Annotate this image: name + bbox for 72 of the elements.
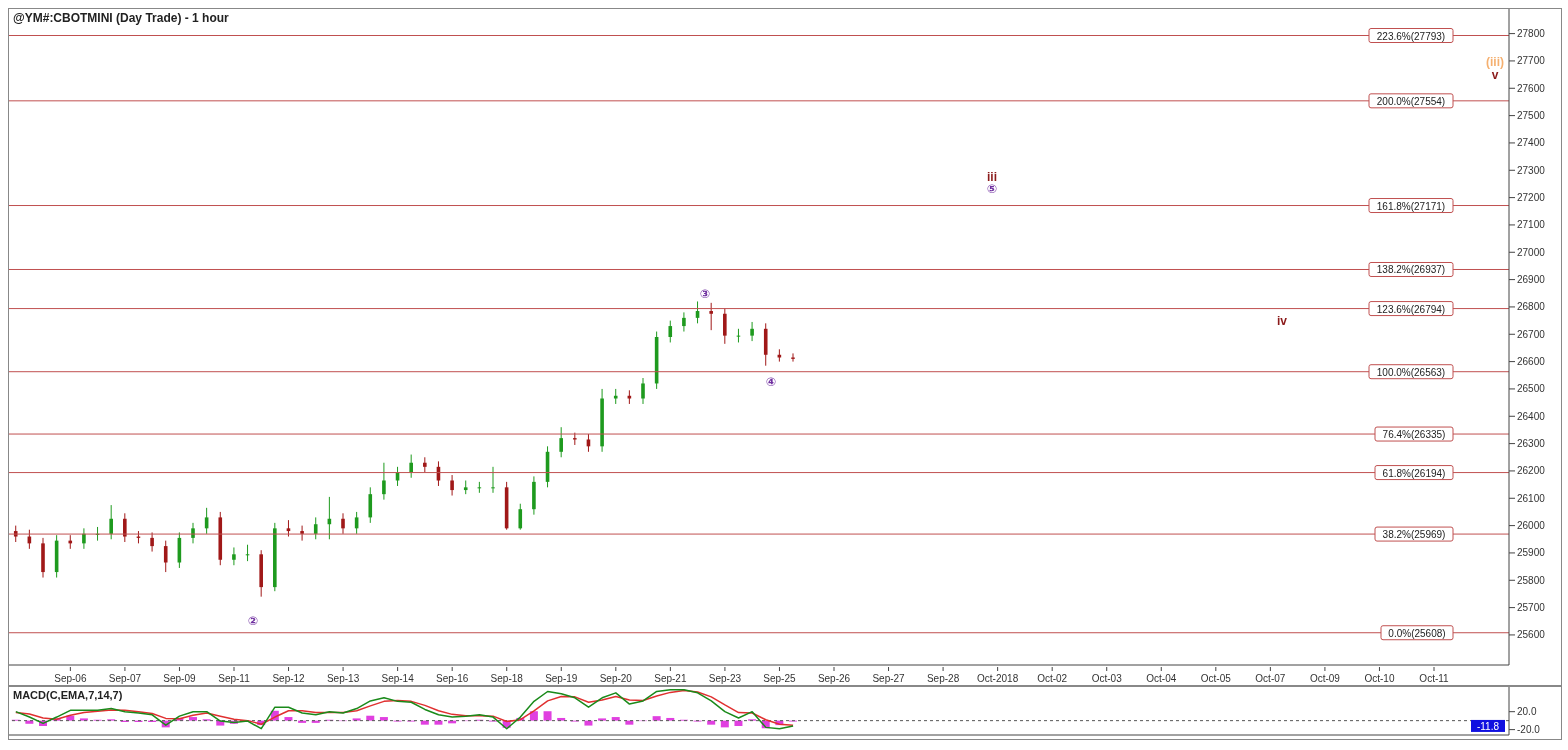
y-tick-label: 27600 (1517, 82, 1546, 94)
y-tick-label: 25900 (1517, 547, 1546, 559)
x-tick-label: Sep-23 (708, 673, 742, 684)
ref-line-label: 0.0%(25608) (1388, 627, 1446, 639)
x-tick-label: Sep-09 (163, 673, 197, 684)
x-tick-label: Sep-25 (763, 673, 797, 684)
annotation: v (1491, 68, 1499, 82)
x-tick-label: Sep-21 (654, 673, 687, 684)
annotation: iii (986, 170, 998, 184)
y-tick-label: 26400 (1517, 410, 1546, 422)
y-tick-label: 26800 (1517, 301, 1546, 313)
ref-line-label: 38.2%(25969) (1382, 529, 1446, 541)
x-tick-label: Sep-28 (926, 673, 960, 684)
annotation: (iii) (1486, 55, 1504, 69)
x-tick-label: Sep-19 (545, 673, 578, 684)
ref-line-label: 100.0%(26563) (1376, 366, 1446, 378)
ref-line-label: 223.6%(27793) (1376, 30, 1446, 42)
ref-line-label: 76.4%(26335) (1382, 429, 1446, 441)
x-tick-label: Oct-05 (1200, 673, 1232, 684)
y-tick-label: 27700 (1517, 55, 1546, 67)
x-tick-label: Sep-06 (54, 673, 87, 684)
y-tick-label: 26300 (1517, 438, 1546, 450)
x-tick-label: Oct-11 (1419, 673, 1450, 684)
annotation: ④ (765, 375, 777, 389)
y-tick-label: 26100 (1517, 492, 1546, 504)
x-tick-label: Oct-02 (1037, 673, 1068, 684)
annotation: iv (1276, 314, 1288, 328)
annotation: ② (247, 614, 259, 628)
ref-line-label: 161.8%(27171) (1376, 200, 1446, 212)
y-tick-label: 27100 (1517, 219, 1546, 231)
x-tick-label: Sep-27 (872, 673, 906, 684)
y-tick-label: 26600 (1517, 356, 1546, 368)
y-tick-label: 26500 (1517, 383, 1546, 395)
ref-line-label: 138.2%(26937) (1376, 264, 1446, 276)
y-tick-label: 26700 (1517, 328, 1546, 340)
y-tick-label: 26000 (1517, 520, 1546, 532)
annotation: ⑤ (986, 182, 998, 196)
x-tick-label: Sep-20 (599, 673, 633, 684)
x-tick-label: Sep-11 (218, 673, 251, 684)
y-tick-label: 27400 (1517, 137, 1546, 149)
y-tick-label: 27200 (1517, 192, 1546, 204)
x-tick-label: Oct-09 (1309, 673, 1341, 684)
x-tick-label: Sep-16 (436, 673, 469, 684)
y-tick-label: 27000 (1517, 246, 1546, 258)
annotation: -11.8 (1476, 720, 1500, 732)
y-tick-label: 27300 (1517, 164, 1546, 176)
x-tick-label: Oct-2018 (977, 673, 1019, 684)
y-tick-label: 25600 (1517, 629, 1546, 641)
x-tick-label: Sep-18 (490, 673, 524, 684)
y-tick-label: 25700 (1517, 602, 1546, 614)
x-tick-label: Oct-10 (1364, 673, 1395, 684)
y-tick-label: 27500 (1517, 110, 1546, 122)
ref-line-label: 123.6%(26794) (1376, 303, 1446, 315)
x-tick-label: Sep-12 (272, 673, 306, 684)
y-tick-label: 26900 (1517, 274, 1546, 286)
x-tick-label: Oct-07 (1255, 673, 1286, 684)
x-tick-label: Sep-26 (817, 673, 851, 684)
x-tick-label: Sep-13 (326, 673, 360, 684)
chart-title: @YM#:CBOTMINI (Day Trade) - 1 hour (13, 11, 229, 25)
x-tick-label: Sep-14 (381, 673, 415, 684)
y-tick-label: 20.0 (1517, 706, 1537, 718)
y-tick-label: 27800 (1517, 28, 1546, 40)
ref-line-label: 200.0%(27554) (1376, 95, 1446, 107)
annotation: ③ (699, 287, 711, 301)
x-tick-label: Oct-04 (1146, 673, 1177, 684)
y-tick-label: 25800 (1517, 574, 1546, 586)
ref-line-label: 61.8%(26194) (1382, 467, 1446, 479)
y-tick-label: 26200 (1517, 465, 1546, 477)
x-tick-label: Oct-03 (1091, 673, 1123, 684)
y-tick-label: -20.0 (1517, 724, 1541, 736)
x-tick-label: Sep-07 (108, 673, 142, 684)
chart-title: MACD(C,EMA,7,14,7) (13, 689, 123, 701)
